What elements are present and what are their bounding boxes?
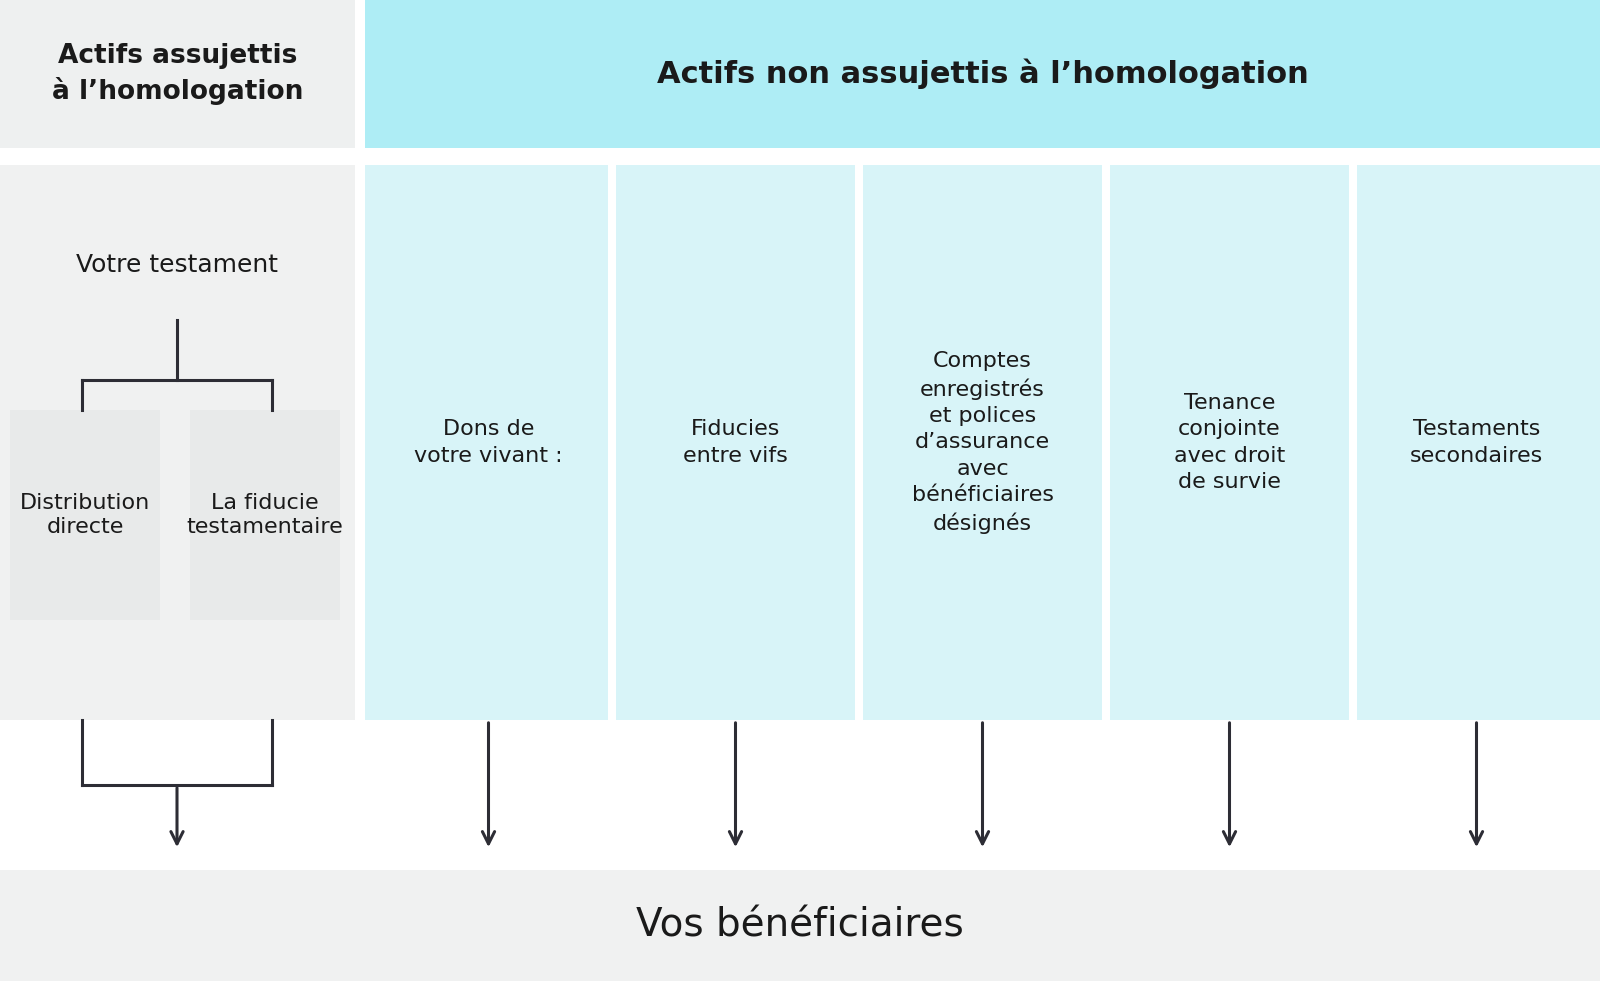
Bar bbox=[365, 0, 1600, 148]
Bar bbox=[1354, 165, 1600, 720]
Bar bbox=[1106, 165, 1354, 720]
Text: Comptes
enregistrés
et polices
d’assurance
avec
bénéficiaires
désignés: Comptes enregistrés et polices d’assuran… bbox=[912, 351, 1053, 534]
Bar bbox=[611, 165, 859, 720]
Text: Votre testament: Votre testament bbox=[77, 253, 278, 277]
Text: Testaments
secondaires: Testaments secondaires bbox=[1410, 419, 1542, 466]
Text: Dons de
votre vivant :: Dons de votre vivant : bbox=[414, 419, 563, 466]
Text: Distribution
directe: Distribution directe bbox=[19, 493, 150, 537]
Text: Tenance
conjointe
avec droit
de survie: Tenance conjointe avec droit de survie bbox=[1174, 393, 1285, 492]
Bar bbox=[1102, 165, 1110, 720]
Text: Actifs assujettis
à l’homologation: Actifs assujettis à l’homologation bbox=[51, 42, 302, 105]
Bar bbox=[608, 165, 616, 720]
Bar bbox=[0, 720, 1600, 981]
Bar bbox=[0, 870, 1600, 981]
Text: La fiducie
testamentaire: La fiducie testamentaire bbox=[187, 493, 344, 537]
Bar bbox=[859, 165, 1106, 720]
Bar bbox=[190, 410, 339, 620]
Bar bbox=[0, 165, 355, 720]
Text: Actifs non assujettis à l’homologation: Actifs non assujettis à l’homologation bbox=[656, 59, 1309, 89]
Bar bbox=[365, 165, 611, 720]
Bar bbox=[0, 0, 355, 148]
Bar bbox=[1349, 165, 1357, 720]
Text: Vos bénéficiaires: Vos bénéficiaires bbox=[637, 906, 963, 945]
Text: Fiducies
entre vifs: Fiducies entre vifs bbox=[683, 419, 787, 466]
Bar bbox=[10, 410, 160, 620]
Bar bbox=[854, 165, 862, 720]
